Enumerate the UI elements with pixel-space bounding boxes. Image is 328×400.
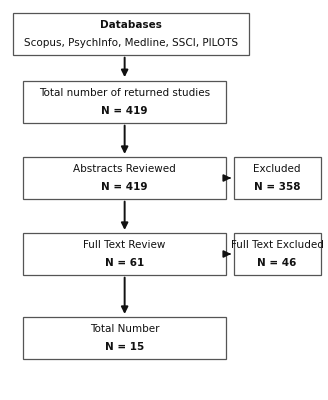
FancyBboxPatch shape [234, 233, 320, 275]
Text: N = 46: N = 46 [257, 258, 297, 268]
Text: N = 61: N = 61 [105, 258, 144, 268]
Text: Total Number: Total Number [90, 324, 159, 334]
Text: Abstracts Reviewed: Abstracts Reviewed [73, 164, 176, 174]
FancyBboxPatch shape [13, 13, 249, 55]
FancyBboxPatch shape [23, 233, 226, 275]
Text: N = 419: N = 419 [101, 106, 148, 116]
Text: Full Text Excluded: Full Text Excluded [231, 240, 324, 250]
FancyBboxPatch shape [234, 157, 320, 199]
FancyBboxPatch shape [23, 317, 226, 359]
FancyBboxPatch shape [23, 81, 226, 123]
Text: Full Text Review: Full Text Review [83, 240, 166, 250]
Text: Scopus, PsychInfo, Medline, SSCI, PILOTS: Scopus, PsychInfo, Medline, SSCI, PILOTS [24, 38, 238, 48]
Text: Databases: Databases [100, 20, 162, 30]
Text: Total number of returned studies: Total number of returned studies [39, 88, 210, 98]
Text: N = 419: N = 419 [101, 182, 148, 192]
Text: N = 358: N = 358 [254, 182, 300, 192]
Text: Excluded: Excluded [254, 164, 301, 174]
Text: N = 15: N = 15 [105, 342, 144, 352]
FancyBboxPatch shape [23, 157, 226, 199]
